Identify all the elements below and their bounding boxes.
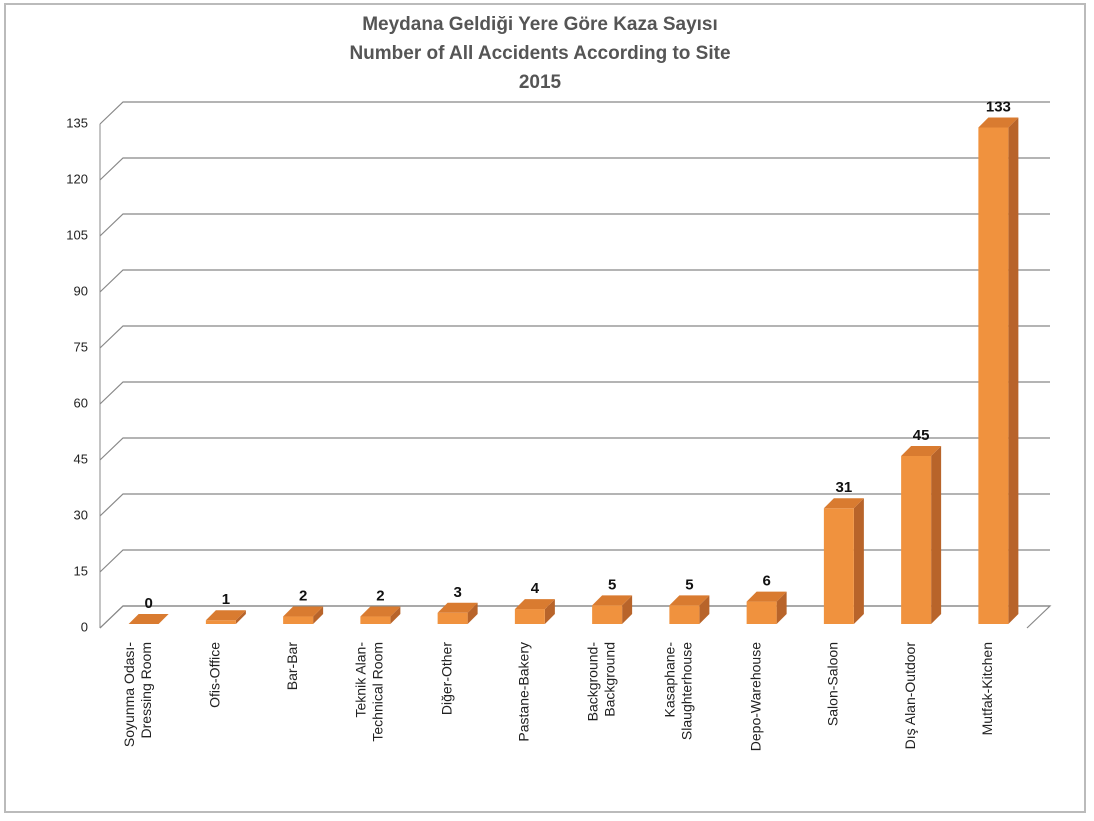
grid-line — [99, 605, 1050, 629]
bar-top — [746, 591, 787, 602]
grid-line — [99, 213, 1050, 237]
chart-title: 2015 — [519, 72, 562, 93]
chart-title: Number of All Accidents According to Sit… — [349, 43, 730, 64]
bar-top — [283, 606, 324, 617]
grid-line — [99, 493, 1050, 517]
bar — [283, 606, 324, 624]
x-tick-label: Background — [601, 642, 617, 717]
x-tick-label: Dış Alan-Outdoor — [902, 642, 918, 750]
bar-side — [313, 606, 324, 624]
bar-side — [1008, 117, 1019, 624]
y-tick-label: 120 — [66, 171, 88, 186]
value-label: 2 — [299, 588, 307, 605]
bar — [128, 614, 169, 624]
x-tick-label: Depo-Warehouse — [747, 642, 763, 751]
y-tick-label: 45 — [74, 451, 88, 466]
y-tick-label: 15 — [74, 563, 88, 578]
y-tick-label: 0 — [81, 619, 88, 634]
x-tick-label: Pastane-Bakery — [516, 642, 532, 742]
bar-top — [437, 602, 478, 613]
bar-side — [544, 599, 555, 624]
bar-top — [669, 595, 710, 606]
x-tick-label: Bar-Bar — [284, 642, 300, 691]
bar — [437, 602, 478, 624]
bar-side — [235, 610, 246, 624]
y-tick-label: 135 — [66, 115, 88, 130]
grid-line — [99, 381, 1050, 405]
value-label: 45 — [913, 427, 930, 444]
y-tick-label: 75 — [74, 339, 88, 354]
bar-side — [622, 595, 633, 624]
value-label: 133 — [986, 98, 1011, 115]
value-label: 3 — [453, 584, 461, 601]
bar-front — [978, 127, 1009, 624]
grid-line — [99, 325, 1050, 349]
bar-front — [901, 456, 932, 624]
value-label: 4 — [531, 580, 540, 597]
value-label: 6 — [762, 573, 770, 590]
bar-front — [514, 609, 545, 624]
bar-front — [746, 601, 777, 624]
grid-line — [99, 549, 1050, 573]
grid-line — [99, 437, 1050, 461]
bar-top — [128, 614, 169, 624]
x-tick-label: Soyunma Odası- — [121, 642, 137, 747]
bar-front — [437, 612, 468, 624]
grid-line — [99, 157, 1050, 181]
bar-side — [699, 595, 710, 624]
value-label: 2 — [376, 588, 384, 605]
chart-frame — [4, 3, 1086, 813]
bar-top — [901, 446, 942, 456]
bar-front — [283, 616, 314, 624]
x-tick-label: Mutfak-Kitchen — [979, 642, 995, 735]
bar-side — [467, 602, 478, 624]
y-tick-label: 30 — [74, 507, 88, 522]
value-label: 5 — [608, 576, 616, 593]
bar-top — [360, 606, 401, 617]
x-tick-label: Diğer-Other — [438, 642, 454, 715]
value-label: 31 — [836, 479, 853, 496]
bar-top — [514, 599, 555, 610]
bar-top — [205, 610, 246, 621]
y-tick-label: 90 — [74, 283, 88, 298]
bar-top — [978, 117, 1019, 128]
bar-side — [390, 606, 401, 624]
chart-title: Meydana Geldiği Yere Göre Kaza Sayısı — [362, 14, 718, 35]
bar — [360, 606, 401, 624]
bar-front — [592, 605, 623, 624]
bar — [746, 591, 787, 624]
bar-front — [669, 605, 700, 624]
bar-side — [776, 591, 787, 624]
x-tick-label: Technical Room — [370, 642, 386, 742]
grid-line — [99, 101, 1050, 125]
bar-front — [205, 620, 236, 624]
bar-front — [360, 616, 391, 624]
y-tick-label: 60 — [74, 395, 88, 410]
x-tick-label: Ofis-Office — [207, 642, 223, 708]
x-tick-label: Salon-Saloon — [825, 642, 841, 726]
x-tick-label: Teknik Alan- — [353, 642, 369, 718]
bar — [205, 610, 246, 624]
grid-line — [99, 269, 1050, 293]
bar-top — [823, 498, 864, 509]
value-label: 5 — [685, 576, 693, 593]
bar — [592, 595, 633, 624]
value-label: 0 — [144, 595, 152, 612]
x-tick-label: Kasaphane- — [662, 642, 678, 718]
bar — [514, 599, 555, 624]
x-tick-label: Background- — [584, 642, 600, 722]
value-label: 1 — [222, 591, 230, 608]
bar — [978, 117, 1019, 624]
bar-front — [823, 508, 854, 624]
bar-top — [592, 595, 633, 606]
bar — [669, 595, 710, 624]
bar-side — [931, 446, 942, 624]
bar — [901, 446, 942, 624]
x-tick-label: Slaughterhouse — [679, 642, 695, 740]
y-tick-label: 105 — [66, 227, 88, 242]
bar — [823, 498, 864, 624]
bar-side — [853, 498, 864, 624]
x-tick-label: Dressing Room — [138, 642, 154, 738]
